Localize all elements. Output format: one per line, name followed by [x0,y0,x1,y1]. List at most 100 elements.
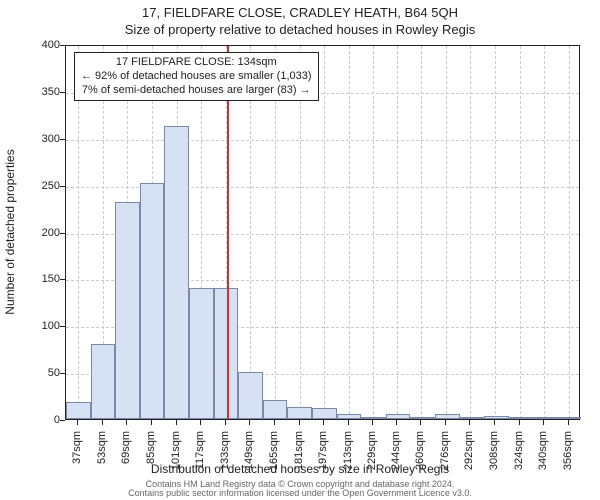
y-axis-label: Number of detached properties [3,149,17,314]
footer-line2: Contains public sector information licen… [128,488,472,498]
x-tick-mark [396,420,397,425]
annotation-line2: ← 92% of detached houses are smaller (1,… [81,70,312,84]
histogram-bar [312,408,337,419]
y-tick-mark [60,186,65,187]
y-tick-label: 150 [20,273,60,285]
y-tick-label: 400 [20,39,60,51]
x-tick-label: 308sqm [488,431,500,481]
grid-line-v [78,46,79,419]
y-tick-mark [60,279,65,280]
x-tick-mark [176,420,177,425]
address-line: 17, FIELDFARE CLOSE, CRADLEY HEATH, B64 … [0,5,600,20]
y-tick-label: 100 [20,320,60,332]
x-tick-label: 101sqm [170,431,182,481]
x-tick-mark [249,420,250,425]
x-tick-label: 37sqm [71,431,83,481]
grid-line-v [250,46,251,419]
x-tick-mark [299,420,300,425]
chart-title: Size of property relative to detached ho… [0,22,600,37]
histogram-bar [460,417,485,419]
x-tick-label: 181sqm [293,431,305,481]
x-tick-mark [151,420,152,425]
histogram-bar [91,344,116,419]
histogram-bar [238,372,263,419]
histogram-bar [361,417,386,419]
grid-line-v [446,46,447,419]
x-tick-mark [372,420,373,425]
histogram-bar [509,417,534,419]
x-tick-mark [200,420,201,425]
x-tick-label: 260sqm [414,431,426,481]
x-tick-label: 85sqm [145,431,157,481]
x-tick-mark [225,420,226,425]
y-tick-label: 300 [20,133,60,145]
histogram-bar [287,407,312,419]
y-tick-mark [60,420,65,421]
x-tick-mark [469,420,470,425]
histogram-bar [533,417,558,419]
grid-line-v [569,46,570,419]
histogram-bar [214,288,239,419]
histogram-bar [558,417,581,419]
grid-line-h [66,140,579,141]
histogram-bar [115,202,140,420]
histogram-bar [66,402,91,419]
x-tick-label: 213sqm [342,431,354,481]
histogram-bar [484,416,509,419]
x-tick-label: 69sqm [120,431,132,481]
grid-line-v [470,46,471,419]
plot-area: 17 FIELDFARE CLOSE: 134sqm ← 92% of deta… [65,45,580,420]
x-tick-mark [323,420,324,425]
histogram-bar [410,417,435,419]
annotation-line3: 7% of semi-detached houses are larger (8… [81,84,312,98]
x-tick-mark [543,420,544,425]
grid-line-v [495,46,496,419]
grid-line-v [349,46,350,419]
x-tick-mark [568,420,569,425]
y-tick-label: 200 [20,227,60,239]
x-tick-mark [77,420,78,425]
x-tick-label: 324sqm [513,431,525,481]
y-tick-mark [60,373,65,374]
y-tick-label: 250 [20,180,60,192]
y-tick-mark [60,92,65,93]
y-tick-mark [60,233,65,234]
x-tick-label: 244sqm [390,431,402,481]
histogram-bar [189,288,214,419]
x-tick-label: 53sqm [96,431,108,481]
histogram-bar [263,400,288,419]
x-tick-label: 276sqm [439,431,451,481]
x-tick-mark [274,420,275,425]
grid-line-v [520,46,521,419]
x-tick-label: 133sqm [219,431,231,481]
x-tick-label: 117sqm [194,431,206,481]
x-tick-label: 229sqm [366,431,378,481]
grid-line-v [544,46,545,419]
histogram-bar [435,414,460,419]
grid-line-v [373,46,374,419]
grid-line-v [421,46,422,419]
attribution-footer: Contains HM Land Registry data © Crown c… [0,480,600,498]
x-tick-mark [126,420,127,425]
grid-line-v [324,46,325,419]
x-tick-label: 149sqm [243,431,255,481]
grid-line-v [275,46,276,419]
x-tick-mark [420,420,421,425]
y-tick-mark [60,326,65,327]
y-tick-label: 350 [20,86,60,98]
histogram-bar [386,414,411,419]
x-tick-label: 356sqm [562,431,574,481]
y-tick-label: 0 [20,414,60,426]
annotation-line1: 17 FIELDFARE CLOSE: 134sqm [81,56,312,70]
grid-line-v [397,46,398,419]
x-tick-mark [494,420,495,425]
x-tick-mark [102,420,103,425]
x-tick-label: 340sqm [537,431,549,481]
x-tick-mark [519,420,520,425]
x-tick-label: 197sqm [317,431,329,481]
x-tick-mark [445,420,446,425]
x-tick-label: 292sqm [463,431,475,481]
page-root: 17, FIELDFARE CLOSE, CRADLEY HEATH, B64 … [0,0,600,500]
y-tick-mark [60,139,65,140]
x-tick-mark [348,420,349,425]
